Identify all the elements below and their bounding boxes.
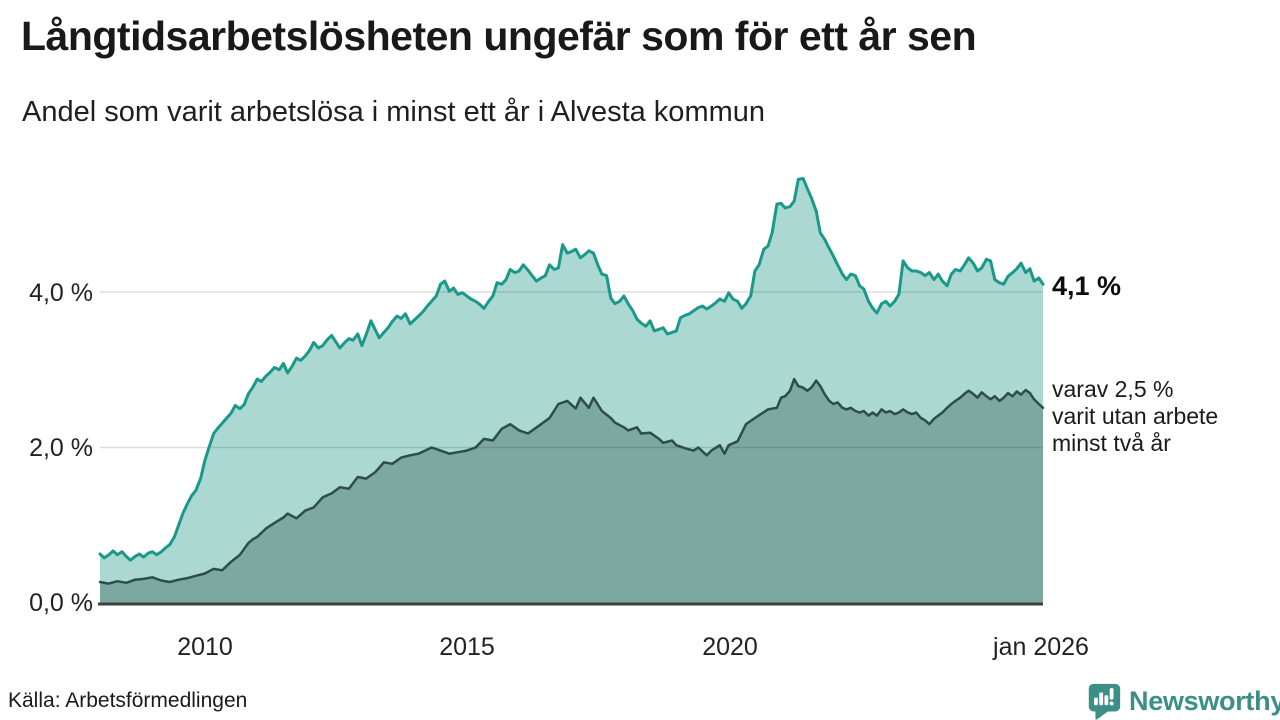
x-axis-label-2020: 2020 [702,633,758,661]
brand-logo: Newsworthy [1085,682,1280,720]
source-label: Källa: Arbetsförmedlingen [8,689,248,712]
brand-name: Newsworthy [1129,685,1280,716]
x-axis-label-2015: 2015 [439,633,495,661]
subset-annotation: varav 2,5 % varit utan arbete minst två … [1052,376,1218,457]
x-axis-label-jan-2026: jan 2026 [993,633,1089,661]
page-subtitle: Andel som varit arbetslösa i minst ett å… [22,96,766,128]
page-title: Långtidsarbetslösheten ungefär som för e… [21,13,977,59]
subset-annotation-line-1: varav 2,5 % [1052,376,1174,402]
y-axis-label-0: 0,0 % [29,589,93,617]
y-axis-label-2: 2,0 % [29,434,93,462]
subset-annotation-line-2: varit utan arbete [1052,403,1219,429]
newsworthy-speech-bubble-bar-chart-icon [1088,683,1121,720]
y-axis-label-4: 4,0 % [29,279,93,307]
x-axis-label-2010: 2010 [177,633,233,661]
end-value-label: 4,1 % [1052,271,1122,301]
subset-annotation-line-3: minst två år [1052,430,1171,456]
